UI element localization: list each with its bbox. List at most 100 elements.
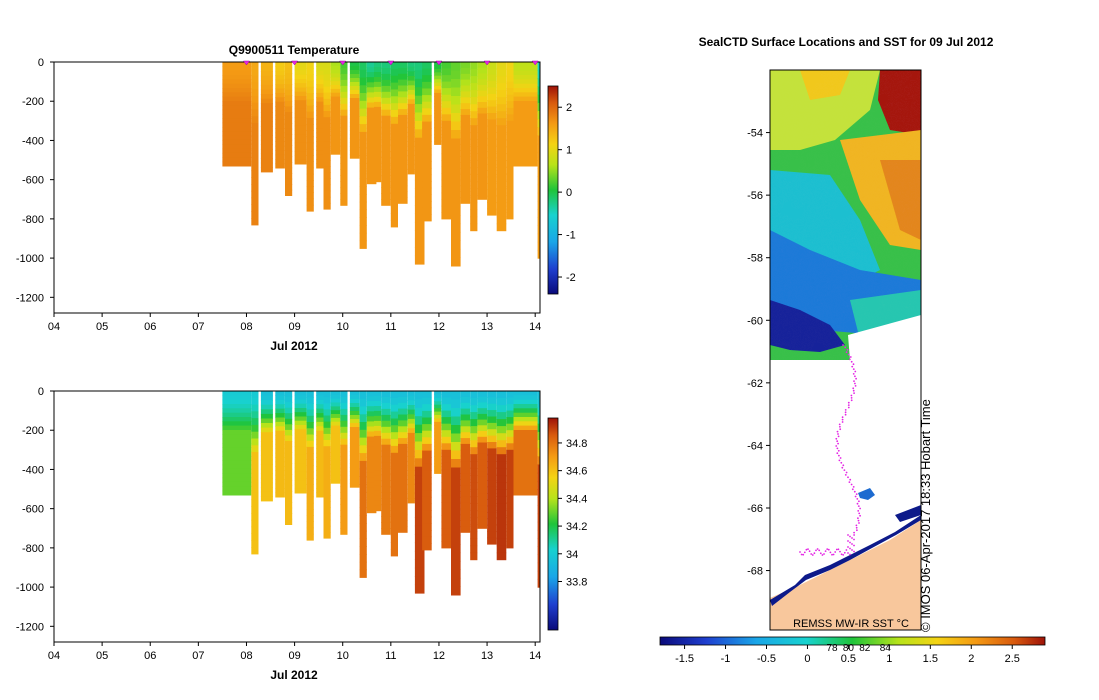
profile-cell <box>390 96 398 104</box>
profile-column[interactable] <box>537 391 540 588</box>
profile-column[interactable] <box>513 62 538 167</box>
profile-cell <box>366 62 377 68</box>
profile-column[interactable] <box>407 62 415 175</box>
profile-column[interactable] <box>381 62 391 206</box>
profile-column[interactable] <box>434 62 442 145</box>
profile-column[interactable] <box>414 391 425 594</box>
profile-column[interactable] <box>359 62 367 249</box>
profile-cell <box>414 230 425 240</box>
profile-cell <box>275 137 285 142</box>
profile-column[interactable] <box>381 391 391 535</box>
seal-track-point <box>843 469 846 471</box>
profile-column[interactable] <box>460 62 471 204</box>
profile-marker[interactable] <box>291 60 299 66</box>
profile-cell <box>285 513 293 520</box>
colorbar-tick-label: 34.2 <box>566 521 587 533</box>
profile-column[interactable] <box>340 62 348 206</box>
profile-column[interactable] <box>506 391 514 549</box>
profile-column[interactable] <box>294 391 307 494</box>
profile-cell <box>477 67 487 74</box>
profile-column[interactable] <box>422 391 432 551</box>
profile-column[interactable] <box>316 62 326 169</box>
profile-marker[interactable] <box>483 60 491 66</box>
profile-column[interactable] <box>359 391 367 578</box>
profile-column[interactable] <box>366 62 377 185</box>
profile-cell <box>251 547 259 555</box>
profile-column[interactable] <box>294 62 307 165</box>
profile-column[interactable] <box>513 391 538 496</box>
profile-column[interactable] <box>340 391 348 535</box>
profile-column[interactable] <box>366 391 377 514</box>
profile-cell <box>340 510 348 517</box>
y-tick-label: -1200 <box>16 292 44 304</box>
profile-column[interactable] <box>330 391 341 484</box>
profile-column[interactable] <box>316 391 326 498</box>
temperature-colorbar[interactable] <box>547 85 559 295</box>
profile-column[interactable] <box>390 391 398 557</box>
profile-column[interactable] <box>422 62 432 222</box>
profile-column[interactable] <box>251 62 259 226</box>
profile-column[interactable] <box>441 391 451 549</box>
profile-column[interactable] <box>306 62 314 212</box>
profile-column[interactable] <box>285 62 293 196</box>
profile-cell <box>537 521 540 531</box>
profile-column[interactable] <box>506 62 514 220</box>
profile-column[interactable] <box>390 62 398 228</box>
sst-field[interactable] <box>770 70 921 630</box>
profile-column[interactable] <box>414 62 425 265</box>
profile-column[interactable] <box>374 391 382 512</box>
profile-column[interactable] <box>407 391 415 504</box>
x-tick-label: 04 <box>48 321 60 333</box>
profile-column[interactable] <box>537 62 540 259</box>
profile-column[interactable] <box>374 62 382 183</box>
profile-cell <box>441 179 451 187</box>
profile-column[interactable] <box>275 391 285 498</box>
profile-column[interactable] <box>330 62 341 155</box>
profile-cell <box>441 205 451 213</box>
profile-column[interactable] <box>349 62 360 159</box>
profile-cell <box>434 120 442 125</box>
profile-cell <box>340 408 348 416</box>
profile-marker[interactable] <box>339 60 347 66</box>
profile-column[interactable] <box>398 62 408 204</box>
profile-column[interactable] <box>470 391 478 561</box>
profile-column[interactable] <box>451 391 461 596</box>
profile-column[interactable] <box>306 391 314 541</box>
profile-column[interactable] <box>323 62 331 210</box>
profile-column[interactable] <box>487 62 497 216</box>
profile-column[interactable] <box>441 62 451 220</box>
sst-colorbar[interactable] <box>659 636 1046 646</box>
profile-column[interactable] <box>477 62 487 200</box>
profile-column[interactable] <box>349 391 360 488</box>
profile-cell <box>477 136 487 143</box>
profile-column[interactable] <box>460 391 471 533</box>
profile-marker[interactable] <box>531 60 539 66</box>
profile-cell <box>537 192 540 202</box>
profile-marker[interactable] <box>242 60 250 66</box>
profile-cell <box>434 86 442 90</box>
profile-column[interactable] <box>496 391 507 561</box>
profile-column[interactable] <box>434 391 442 474</box>
profile-column[interactable] <box>251 391 259 555</box>
profile-column[interactable] <box>477 391 487 529</box>
profile-column[interactable] <box>222 391 252 496</box>
profile-column[interactable] <box>285 391 293 525</box>
profile-column[interactable] <box>451 62 461 267</box>
profile-column[interactable] <box>260 62 273 173</box>
profile-column[interactable] <box>323 391 331 539</box>
profile-column[interactable] <box>487 391 497 545</box>
profile-column[interactable] <box>398 391 408 533</box>
profile-column[interactable] <box>260 391 273 502</box>
profile-column[interactable] <box>222 62 252 167</box>
seal-track-points[interactable] <box>799 344 861 556</box>
profile-cell <box>306 415 314 423</box>
salinity-colorbar[interactable] <box>547 417 559 631</box>
profile-column[interactable] <box>496 62 507 232</box>
profile-column[interactable] <box>275 62 285 169</box>
profile-marker[interactable] <box>435 60 443 66</box>
seal-track-point <box>829 551 832 554</box>
lat-tick-label: -68 <box>747 566 763 578</box>
profile-column[interactable] <box>470 62 478 232</box>
profile-marker[interactable] <box>387 60 395 66</box>
profile-cell <box>330 77 341 82</box>
